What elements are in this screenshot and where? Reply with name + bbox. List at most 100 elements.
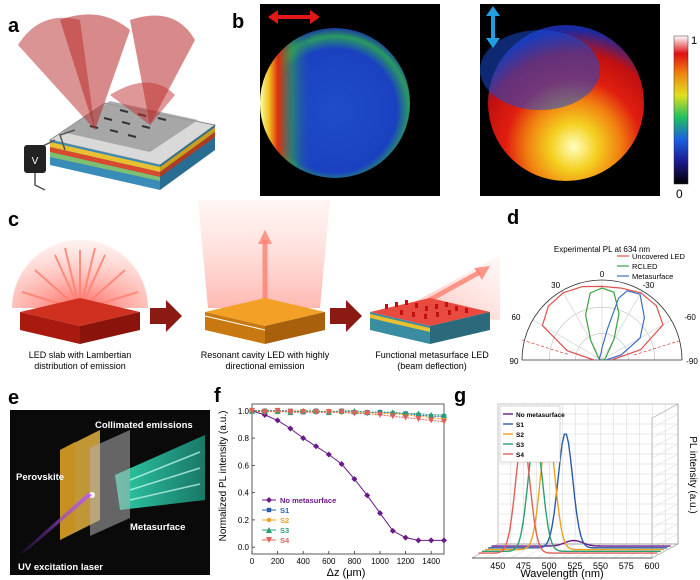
f-xtick-label-0: 0 [250,557,255,566]
f-point-0-4 [300,435,307,442]
f-point-0-7 [338,461,345,467]
vertical-polarization-arrow-icon [486,6,500,48]
pl-blue-region [480,30,600,110]
f-legend-label-0: No metasurface [280,496,336,505]
f-point-4-8 [351,410,358,417]
g-spectrum-3 [481,433,661,553]
collimated-beam [115,435,205,510]
panel-d-polar-chart: d Experimental PL at 634 nm Uncovered LE… [507,207,699,366]
emission-cone-right [110,15,195,125]
g-legend-label-1: S1 [516,422,524,429]
f-series-line-0 [251,410,444,541]
label-collimated-emissions: Collimated emissions [95,420,193,431]
f-xtick-label-3: 600 [322,557,336,566]
panel-letter-f: f [214,385,221,407]
g-grid-side-11 [651,433,679,449]
polar-outer-ring [521,279,683,361]
f-legend-marker-3 [266,527,272,533]
polar-angle-labels: 0 30 -30 60 -60 90 -90 [510,270,699,366]
f-point-4-15 [441,418,447,425]
colorbar [673,35,689,185]
f-ytick-label-3: 0.6 [238,461,250,470]
f-point-0-2 [274,417,281,424]
g-grid-side-4 [651,503,679,519]
f-legend-label-1: S1 [280,506,289,515]
f-ytick-label-2: 0.4 [238,489,250,498]
battery-icon [24,145,46,173]
g-grid-side-9 [651,453,679,469]
g-grid-floor-5 [536,543,563,559]
f-point-4-4 [300,409,307,416]
panel-letter-a: a [8,15,20,37]
g-grid-side-6 [651,483,679,499]
f-plot-frame [251,403,445,555]
f-point-0-15 [441,537,447,544]
g-grid-side-13 [651,413,679,429]
panel-a: a V [8,14,217,191]
f-legend-label-3: S3 [280,526,289,535]
f-series-line-2 [252,410,445,420]
f-point-4-7 [338,409,345,416]
f-xtick-label-2: 400 [297,557,311,566]
f-point-4-1 [261,409,268,416]
f-point-4-0 [249,407,255,414]
panel-e: e Collimated emissions Perovskite Metasu… [8,387,210,575]
panel-letter-e: e [8,387,19,409]
panel-letter-c: c [8,209,19,231]
g-grid-side-10 [651,443,679,459]
f-point-4-14 [428,417,435,424]
caption-lambertian-2: distribution of emission [34,361,126,371]
f-point-0-6 [325,451,332,458]
polar-angle-label-4: -60 [684,313,696,322]
g-xtick-label-1: 475 [516,561,531,571]
metasurface-led [370,255,500,344]
f-ytick-label-1: 0.2 [238,516,250,525]
g-xtick-label-0: 450 [490,561,505,571]
polar-spoke-2 [561,290,603,361]
g-xtick-label-5: 575 [619,561,634,571]
f-ytick-label-5: 1.0 [238,407,250,416]
f-point-4-3 [287,409,294,416]
f-series [249,407,447,544]
f-point-0-14 [428,537,435,544]
voltage-label: V [32,156,39,167]
f-x-axis-label: Δz (μm) [327,567,366,579]
g-grid-side-3 [651,513,679,529]
f-legend-marker-0 [266,497,272,503]
g-legend-label-2: S2 [516,432,524,439]
caption-metasurface-2: (beam deflection) [397,361,467,371]
f-point-4-9 [364,410,371,417]
caption-lambertian-1: LED slab with Lambertian [29,350,132,360]
panel-letter-g: g [454,385,466,407]
polar-angle-label-6: -90 [686,357,698,366]
polar-dash-left [521,339,571,356]
f-legend-label-2: S2 [280,516,289,525]
panel-f-line-chart: f 0 200 400 600 800 1000 1200 14000.00.20.40.60… [214,385,447,579]
f-series-line-1 [252,410,444,417]
g-grid-side-2 [651,523,679,539]
f-legend-marker-1 [266,507,272,513]
polar-spoke-5 [601,319,672,361]
f-y-axis-label: Normalized PL intensity (a.u.) [218,411,229,542]
f-series-line-4 [251,410,445,423]
f-legend-marker-4 [266,537,272,543]
f-ytick-label-0: 0.0 [238,543,250,552]
pl-bright-edge [260,28,410,178]
metasurface-layer [90,430,130,536]
g-x-axis-label: Wavelength (nm) [520,568,603,580]
colorbar-max-label: 1 [691,35,697,47]
f-axes: 0 200 400 600 800 1000 1200 1400 0.0 0.2 0.4 0.6 0.8… [238,403,445,566]
polar-legend-label-2: Metasurface [632,272,673,281]
f-point-4-13 [415,416,422,422]
emission-cone-left [18,14,130,130]
polar-chart-title: Experimental PL at 634 nm [554,245,651,254]
polar-series-1 [584,287,620,361]
g-y-axis-label: PL intensity (a.u.) [687,436,698,513]
f-point-0-11 [389,527,396,534]
f-ytick-label-4: 0.8 [238,434,250,443]
f-point-4-12 [402,414,409,421]
polar-series-2 [598,290,646,361]
g-xtick-label-2: 500 [542,561,557,571]
f-point-4-11 [389,413,396,420]
